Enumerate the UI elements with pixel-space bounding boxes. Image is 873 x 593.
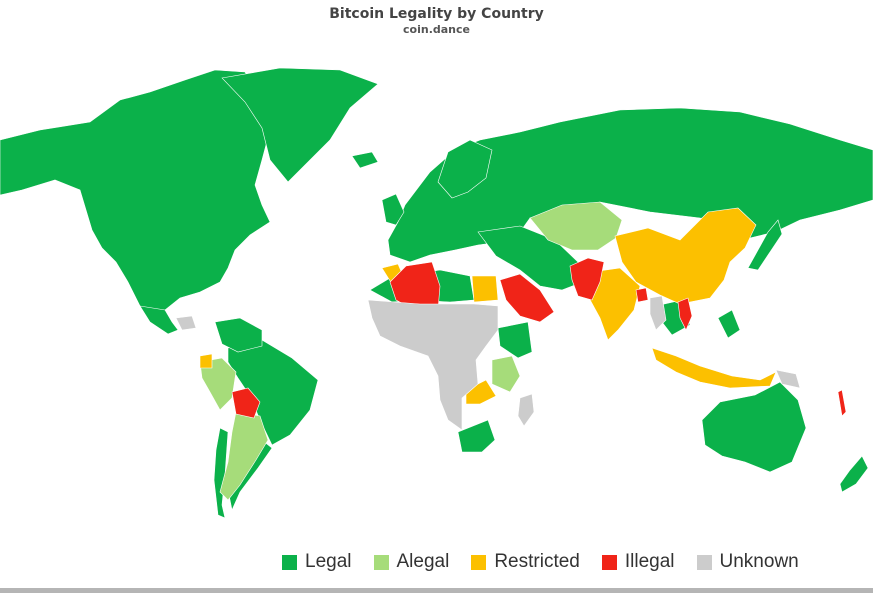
unknown-regions	[175, 295, 801, 431]
region-zambia	[465, 379, 497, 405]
region-egypt	[471, 275, 499, 303]
legend-label-alegal: Alegal	[396, 551, 450, 572]
legend-item-unknown[interactable]: Unknown	[696, 551, 799, 573]
region-southern-africa	[457, 419, 496, 453]
region-mexico-central	[139, 305, 179, 335]
region-madagascar	[517, 393, 535, 427]
region-brazil	[227, 339, 319, 446]
map-title: Bitcoin Legality by Country	[329, 6, 544, 22]
legend-label-restricted: Restricted	[494, 551, 580, 572]
region-philippines	[717, 309, 741, 339]
region-bolivia	[231, 387, 261, 419]
region-algeria	[389, 261, 441, 313]
region-vietnam	[677, 297, 693, 331]
legend-item-legal[interactable]: Legal	[282, 551, 352, 573]
region-east-africa	[497, 321, 533, 359]
legal-regions	[0, 67, 873, 519]
legend-item-illegal[interactable]: Illegal	[601, 551, 675, 573]
region-caribbean-colombia	[175, 315, 197, 331]
region-scandinavia	[437, 139, 493, 199]
illegal-regions	[231, 257, 847, 419]
region-china	[614, 207, 757, 305]
region-ecuador	[199, 353, 213, 369]
region-vanuatu	[837, 389, 847, 417]
legend-label-unknown: Unknown	[719, 551, 799, 572]
region-papua	[775, 369, 801, 389]
region-chile	[213, 427, 229, 519]
legend-item-restricted[interactable]: Restricted	[471, 551, 580, 573]
legend-swatch-illegal	[601, 554, 617, 570]
map-subtitle: coin.dance	[403, 23, 470, 36]
region-afghanistan-pakistan	[569, 257, 605, 301]
region-iceland	[351, 151, 379, 169]
region-australia	[701, 381, 807, 473]
region-central-africa	[367, 299, 499, 431]
legend-label-legal: Legal	[305, 551, 352, 572]
legend-swatch-alegal	[373, 554, 389, 570]
legend-swatch-restricted	[471, 554, 487, 570]
legend-item-alegal[interactable]: Alegal	[373, 551, 450, 573]
region-south-america-west	[199, 357, 237, 411]
region-venezuela-guianas	[214, 317, 263, 353]
legend-swatch-legal	[282, 554, 297, 570]
region-myanmar-laos	[649, 295, 667, 331]
restricted-regions	[199, 207, 777, 405]
region-saudi-arabia	[499, 273, 555, 323]
region-japan	[747, 219, 783, 271]
region-tanzania	[491, 355, 521, 393]
legend-swatch-unknown	[696, 554, 712, 570]
region-india	[587, 267, 641, 341]
region-argentina	[219, 411, 269, 501]
bottom-bar	[0, 588, 873, 593]
region-bangladesh	[635, 287, 649, 303]
legend-label-illegal: Illegal	[624, 551, 675, 572]
region-greenland	[221, 67, 379, 183]
region-north-america	[0, 69, 271, 319]
region-new-zealand	[839, 455, 869, 493]
region-indonesia	[651, 347, 777, 389]
region-uk-ireland	[381, 193, 405, 226]
map-legend: Legal Alegal Restricted Illegal Unknown	[282, 551, 799, 573]
